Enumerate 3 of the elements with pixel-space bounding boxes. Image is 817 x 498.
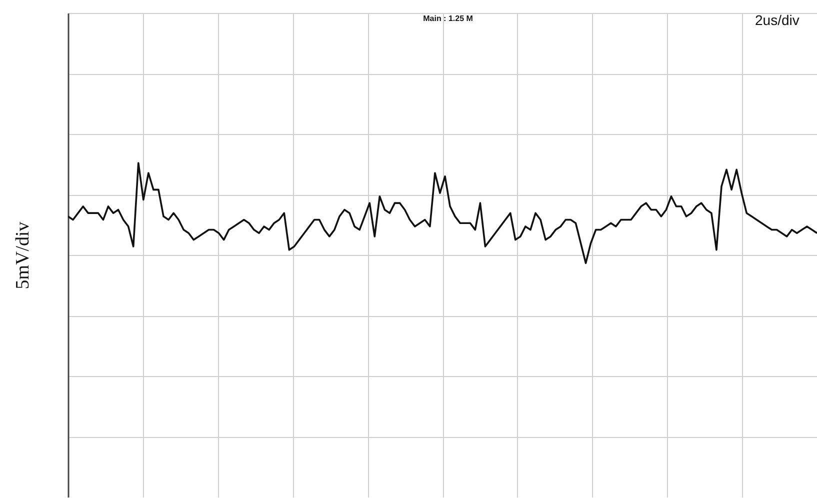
text: Main : 1.25 M — [423, 14, 474, 23]
text: 2us/div — [755, 12, 800, 28]
y-axis-title: 5mV/div — [12, 221, 34, 290]
